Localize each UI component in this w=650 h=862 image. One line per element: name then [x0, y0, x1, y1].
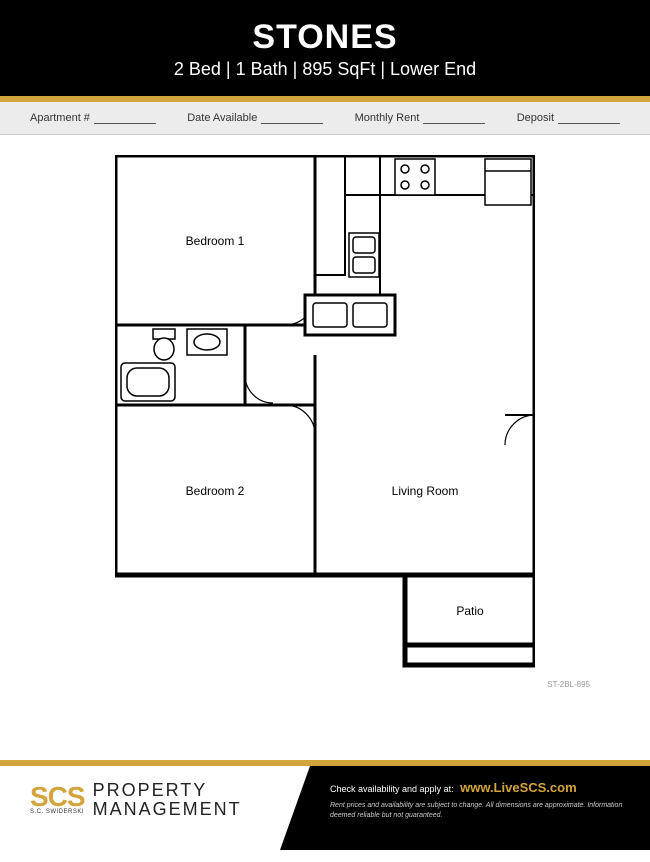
- rent-field[interactable]: Monthly Rent: [355, 112, 486, 124]
- property-subtitle: 2 Bed | 1 Bath | 895 SqFt | Lower End: [0, 59, 650, 80]
- patio-label: Patio: [456, 604, 484, 618]
- logo-text: PROPERTY MANAGEMENT: [93, 781, 242, 819]
- deposit-field[interactable]: Deposit: [517, 112, 620, 124]
- logo-mark: SCS: [30, 785, 85, 809]
- deposit-label: Deposit: [517, 112, 554, 124]
- property-title: STONES: [0, 18, 650, 57]
- apply-line: Check availability and apply at: www.Liv…: [330, 780, 630, 795]
- plan-code: ST-2BL-895: [547, 680, 590, 689]
- date-field[interactable]: Date Available: [187, 112, 323, 124]
- info-form-bar: Apartment # Date Available Monthly Rent …: [0, 102, 650, 135]
- disclaimer-text: Rent prices and availability are subject…: [330, 801, 630, 821]
- footer-info-block: Check availability and apply at: www.Liv…: [280, 766, 650, 850]
- bedroom1-label: Bedroom 1: [186, 234, 245, 248]
- floorplan-container: Bedroom 1 Bedroom 2 Living Room Patio ST…: [0, 135, 650, 695]
- header-banner: STONES 2 Bed | 1 Bath | 895 SqFt | Lower…: [0, 0, 650, 96]
- footer-logo-block: SCS S.C. SWIDERSKI PROPERTY MANAGEMENT: [0, 766, 280, 850]
- floorplan-svg: Bedroom 1 Bedroom 2 Living Room Patio: [115, 155, 535, 675]
- logo-sub: S.C. SWIDERSKI: [30, 809, 85, 815]
- living-label: Living Room: [392, 484, 459, 498]
- rent-label: Monthly Rent: [355, 112, 420, 124]
- date-label: Date Available: [187, 112, 257, 124]
- bedroom2-label: Bedroom 2: [186, 484, 245, 498]
- footer: SCS S.C. SWIDERSKI PROPERTY MANAGEMENT C…: [0, 760, 650, 850]
- website-url[interactable]: www.LiveSCS.com: [460, 780, 577, 795]
- apartment-field[interactable]: Apartment #: [30, 112, 156, 124]
- apartment-label: Apartment #: [30, 112, 90, 124]
